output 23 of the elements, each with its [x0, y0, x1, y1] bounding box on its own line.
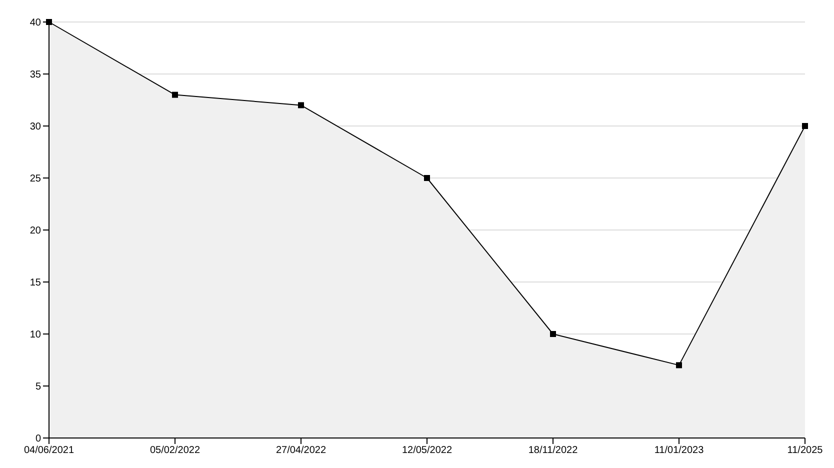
x-tick-label: 05/02/2022 — [150, 445, 200, 456]
y-tick-label: 15 — [30, 278, 42, 289]
point — [550, 331, 556, 337]
point — [172, 92, 178, 98]
y-tick-label: 10 — [30, 330, 42, 341]
y-tick-label: 25 — [30, 174, 42, 185]
point — [676, 362, 682, 368]
y-tick-label: 30 — [30, 122, 42, 133]
point — [802, 123, 808, 129]
y-tick-label: 40 — [30, 18, 42, 29]
x-tick-label: 11/2025 — [787, 445, 824, 456]
y-tick-label: 35 — [30, 70, 42, 81]
x-tick-label: 04/06/2021 — [24, 445, 74, 456]
point — [424, 175, 430, 181]
x-tick-label: 18/11/2022 — [528, 445, 578, 456]
x-tick-label: 27/04/2022 — [276, 445, 326, 456]
y-tick-label: 20 — [30, 226, 42, 237]
y-tick-label: 5 — [35, 382, 42, 393]
point — [46, 19, 52, 25]
x-tick-label: 11/01/2023 — [654, 445, 704, 456]
y-tick-label: 0 — [35, 434, 42, 445]
point — [298, 102, 304, 108]
x-tick-label: 12/05/2022 — [402, 445, 452, 456]
